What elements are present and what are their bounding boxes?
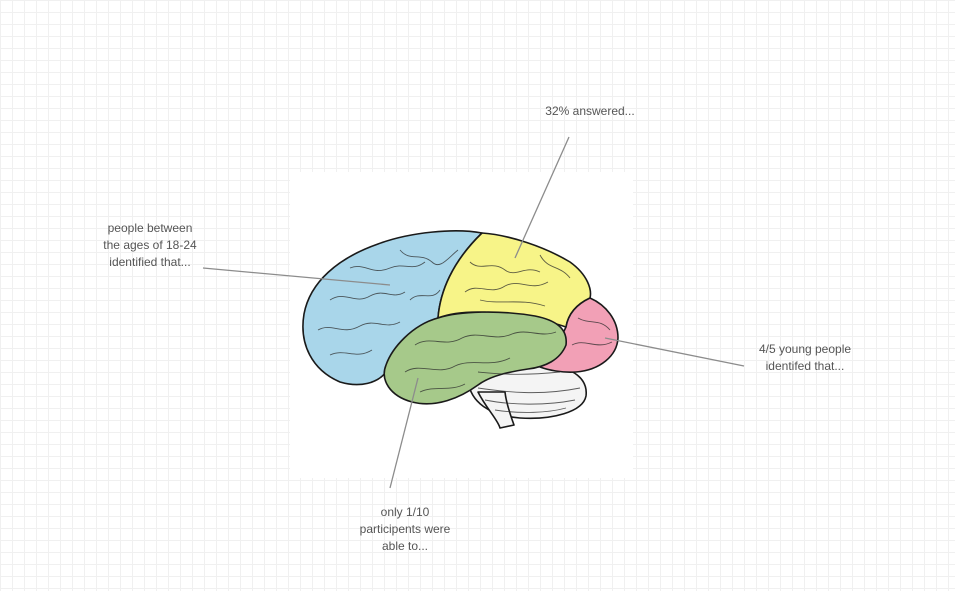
fold-line: [479, 299, 546, 307]
connector-top: [514, 136, 570, 259]
connector-bottom: [389, 377, 419, 489]
fold-line: [539, 254, 571, 279]
fold-line: [577, 317, 611, 331]
fold-line: [349, 261, 426, 271]
fold-line: [329, 291, 406, 301]
fold-line: [409, 289, 441, 301]
fold-line: [317, 321, 401, 331]
connector-lines: [202, 136, 745, 489]
annotation-bottom[interactable]: only 1/10 participents were able to...: [359, 505, 451, 553]
annotation-left[interactable]: people between the ages of 18-24 identif…: [103, 221, 197, 269]
fold-line: [329, 349, 373, 356]
parietal-lobe-shape: [437, 232, 592, 328]
fold-line: [399, 249, 459, 266]
temporal-lobe-shape: [383, 311, 567, 405]
brain-icon: [302, 230, 619, 429]
fold-line: [484, 399, 576, 405]
fold-line: [494, 407, 567, 413]
fold-line: [469, 261, 541, 274]
brain-folds: [317, 249, 613, 413]
fold-line: [404, 357, 511, 373]
fold-line: [477, 371, 561, 375]
fold-line: [464, 281, 549, 293]
fold-line: [477, 387, 581, 394]
annotation-top[interactable]: 32% answered...: [545, 104, 635, 118]
connector-right: [604, 337, 745, 367]
connector-left: [202, 267, 391, 286]
fold-line: [414, 331, 557, 346]
fold-line: [419, 383, 466, 393]
annotation-right[interactable]: 4/5 young people identifed that...: [758, 342, 852, 373]
fold-line: [571, 341, 613, 346]
